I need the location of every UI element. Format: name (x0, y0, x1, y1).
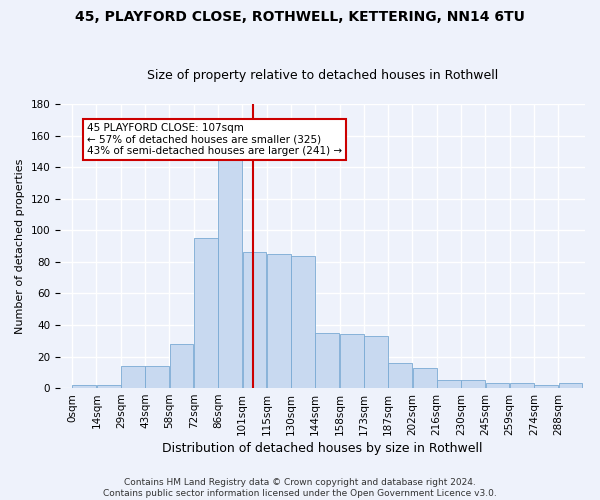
Bar (218, 154, 242, 388)
Bar (291, 256, 315, 388)
Bar (242, 252, 266, 388)
Bar (121, 366, 145, 388)
Bar (97, 385, 121, 388)
Bar (316, 333, 339, 388)
Text: Contains HM Land Registry data © Crown copyright and database right 2024.
Contai: Contains HM Land Registry data © Crown c… (103, 478, 497, 498)
Bar (145, 366, 169, 388)
Title: Size of property relative to detached houses in Rothwell: Size of property relative to detached ho… (147, 69, 498, 82)
Bar (437, 380, 461, 388)
X-axis label: Distribution of detached houses by size in Rothwell: Distribution of detached houses by size … (162, 442, 483, 455)
Text: 45, PLAYFORD CLOSE, ROTHWELL, KETTERING, NN14 6TU: 45, PLAYFORD CLOSE, ROTHWELL, KETTERING,… (75, 10, 525, 24)
Bar (413, 368, 437, 388)
Bar (73, 385, 96, 388)
Bar (510, 384, 534, 388)
Bar (340, 334, 364, 388)
Bar (534, 385, 558, 388)
Bar (364, 336, 388, 388)
Y-axis label: Number of detached properties: Number of detached properties (15, 158, 25, 334)
Text: 45 PLAYFORD CLOSE: 107sqm
← 57% of detached houses are smaller (325)
43% of semi: 45 PLAYFORD CLOSE: 107sqm ← 57% of detac… (87, 123, 342, 156)
Bar (267, 254, 290, 388)
Bar (388, 363, 412, 388)
Bar (485, 384, 509, 388)
Bar (194, 238, 218, 388)
Bar (461, 380, 485, 388)
Bar (170, 344, 193, 388)
Bar (559, 384, 583, 388)
